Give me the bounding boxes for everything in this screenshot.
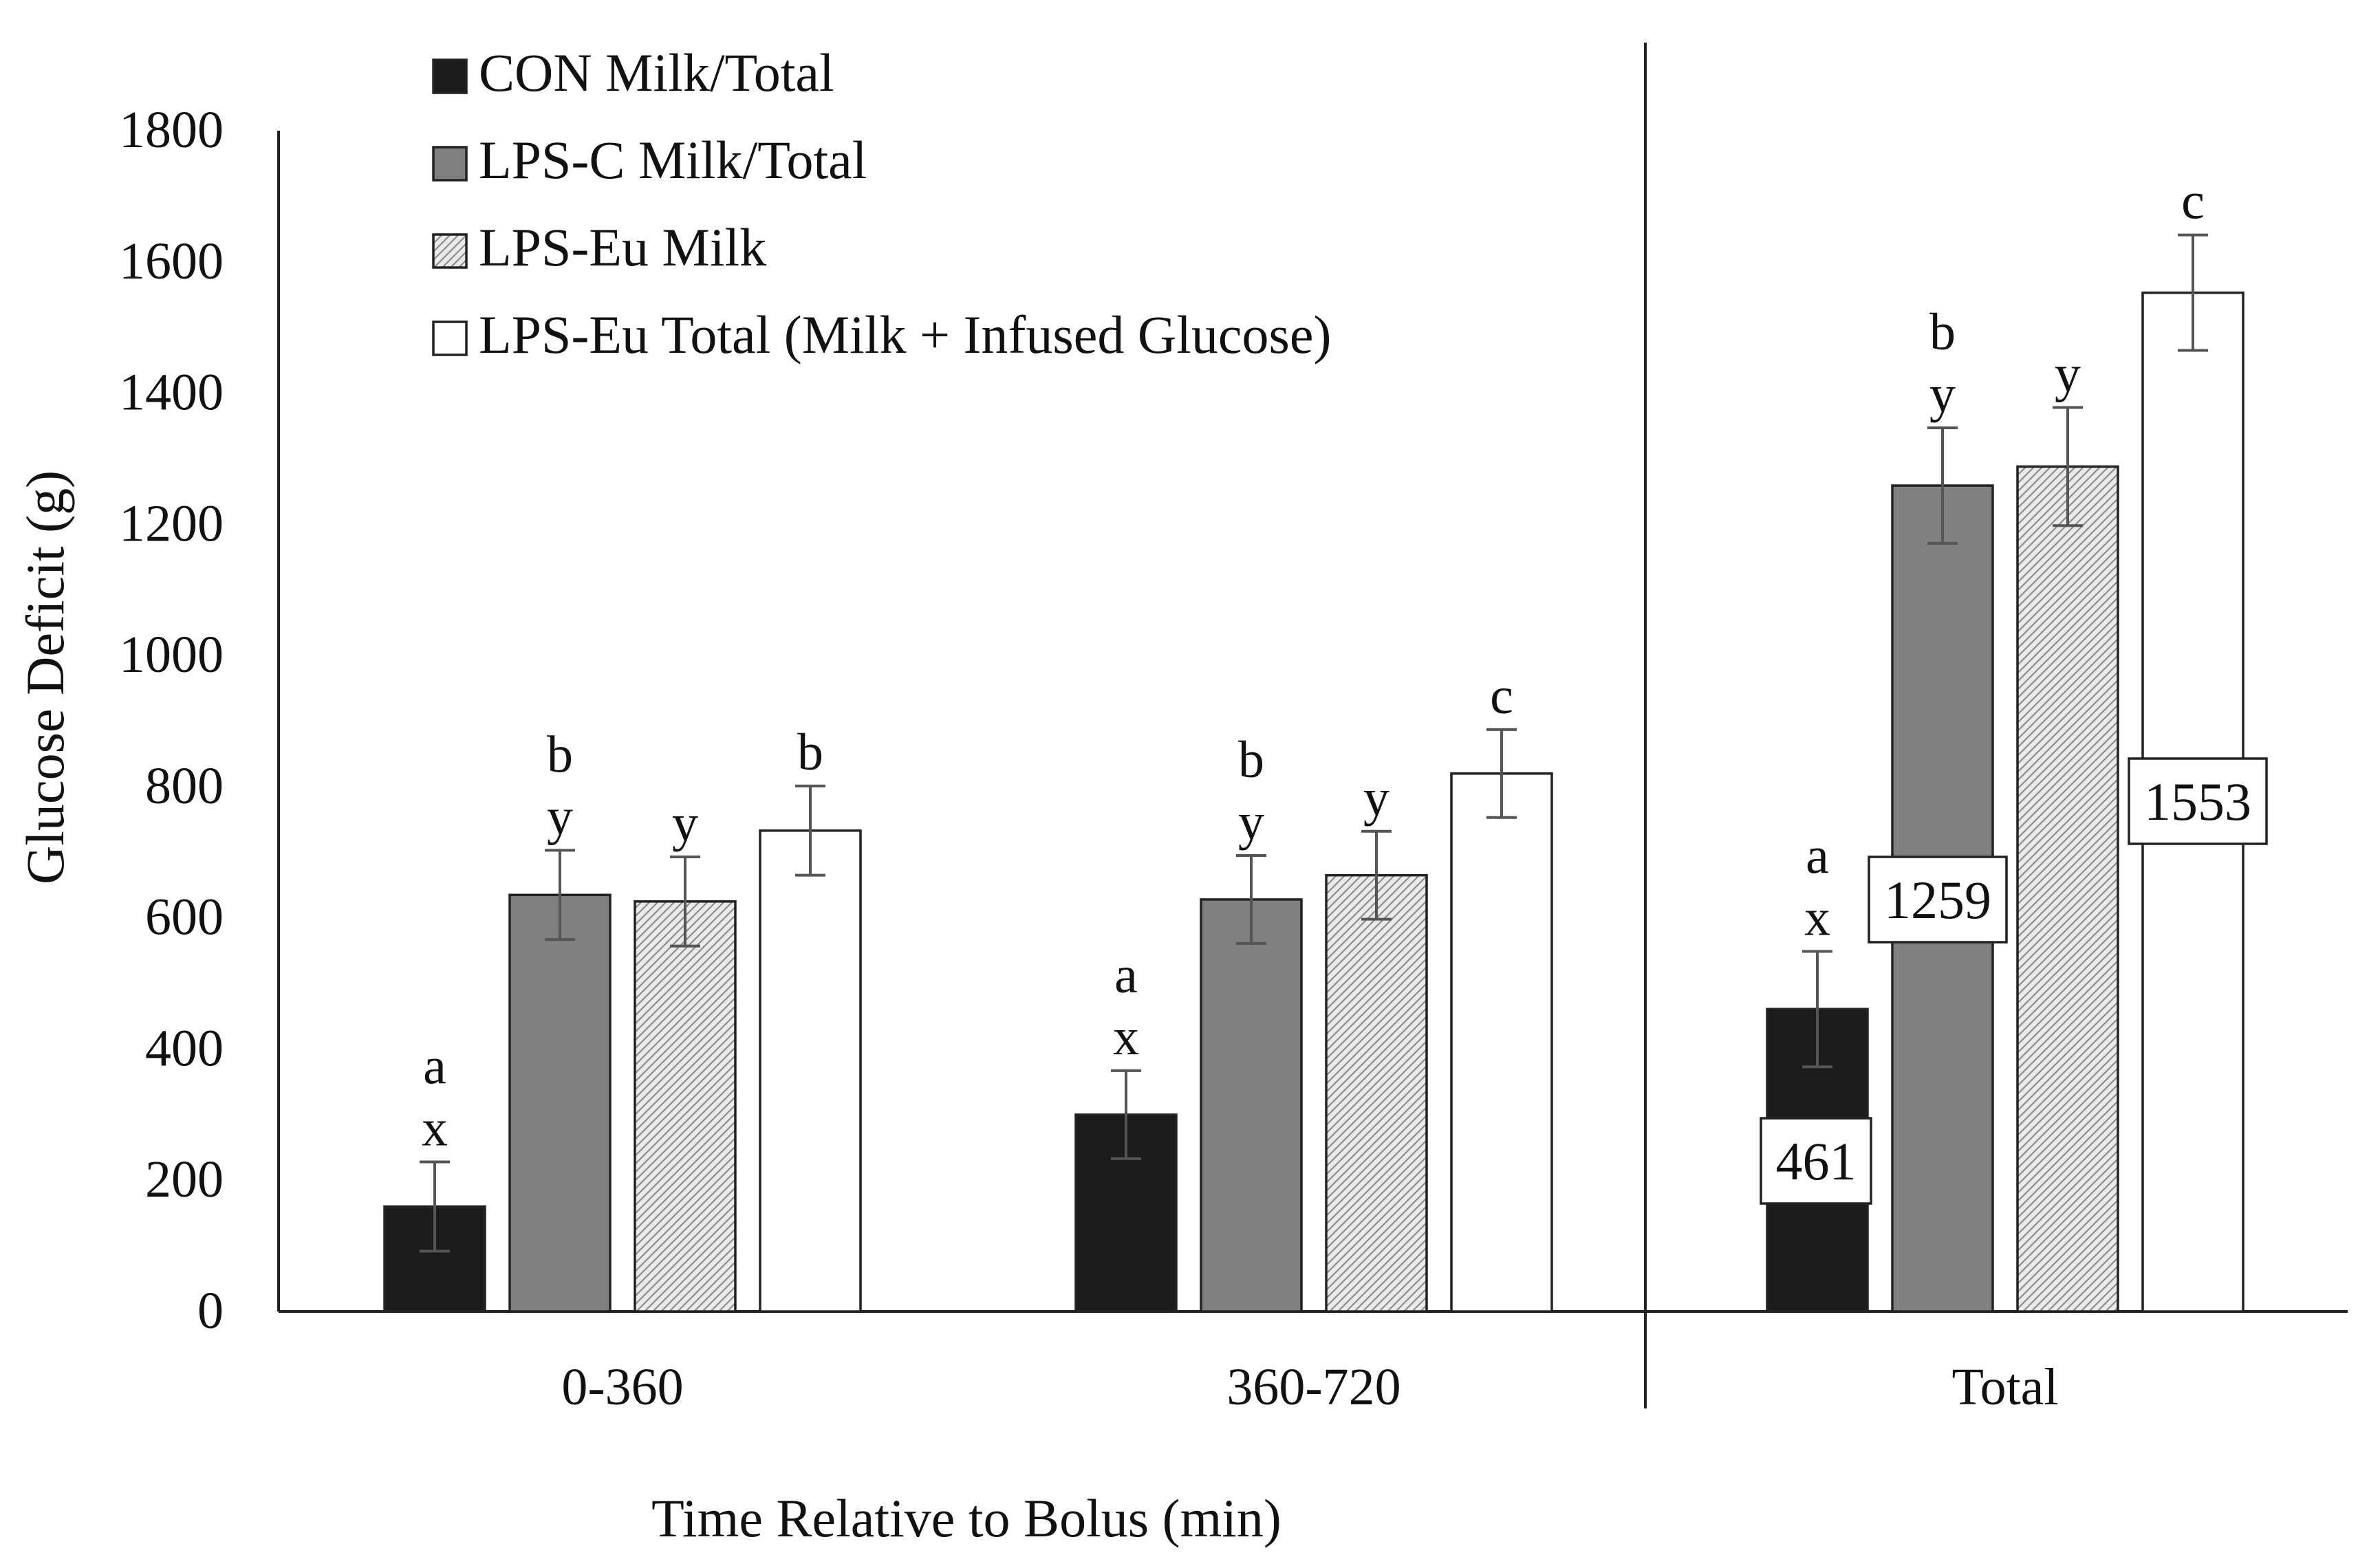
significance-letter: x [422,1100,448,1157]
y-tick-label: 400 [145,1019,224,1077]
significance-letter: y [547,787,573,845]
value-callout-box [2128,757,2268,845]
bar [1450,772,1553,1313]
y-tick-label: 1600 [119,232,224,290]
significance-letter: x [1804,889,1830,946]
y-tick-label: 200 [145,1151,224,1208]
legend-swatch [432,58,468,94]
y-tick-label: 1400 [119,364,224,422]
x-tick-label: 0-360 [561,1358,683,1416]
significance-letter: a [423,1038,446,1096]
legend-label: CON Milk/Total [479,43,834,102]
plot-frame [277,43,2348,1408]
y-tick-label: 800 [145,757,224,815]
x-tick-label: Total [1951,1358,2058,1416]
significance-letter: y [1363,769,1389,827]
value-callout-label: 461 [1776,1131,1857,1191]
bar [508,893,612,1313]
significance-letter: c [2181,173,2205,230]
x-axis-ticks: 0-360 360-720 Total [561,1358,2058,1416]
value-callout-box [1868,856,2008,944]
significance-letter: y [1929,365,1956,423]
bar [759,829,862,1313]
significance-letter: b [547,726,573,783]
x-tick-label: 360-720 [1226,1358,1400,1416]
y-tick-label: 0 [197,1282,224,1340]
significance-letter: b [1929,303,1956,361]
significance-letter: y [2055,345,2081,403]
significance-letter: a [1806,827,1829,884]
legend-swatch [432,146,468,182]
significance-letter: x [1113,1008,1139,1066]
significance-letter: a [1114,946,1138,1004]
y-tick-label: 1000 [119,626,224,684]
significance-letter: b [797,723,823,781]
y-tick-label: 600 [145,889,224,946]
legend-label: LPS-C Milk/Total [479,130,867,190]
legend: CON Milk/Total LPS-C Milk/Total LPS-Eu Mil… [432,43,1331,364]
value-callout-box [1760,1117,1872,1205]
x-axis-title: Time Relative to Bolus (min) [651,1488,1281,1548]
y-tick-label: 1800 [119,101,224,159]
significance-letter: b [1238,731,1264,789]
significance-letter: c [1490,667,1513,725]
legend-swatch [432,233,468,269]
legend-swatch [432,320,468,356]
legend-label: LPS-Eu Milk [479,217,766,277]
bar [1325,873,1428,1313]
bar [1200,898,1303,1313]
value-callout-label: 1259 [1884,870,1991,930]
y-axis-ticks: 0 200 400 600 800 1000 1200 1400 1600 1800 [119,101,224,1340]
significance-letter: y [672,794,698,852]
significance-letter: y [1238,793,1264,851]
bar [634,900,737,1313]
bar [2016,465,2119,1313]
legend-label: LPS-Eu Total (Milk + Infused Glucose) [479,305,1331,364]
y-tick-label: 1200 [119,494,224,552]
y-axis-title: Glucose Deficit (g) [15,470,75,884]
value-callout-label: 1553 [2144,772,2251,831]
